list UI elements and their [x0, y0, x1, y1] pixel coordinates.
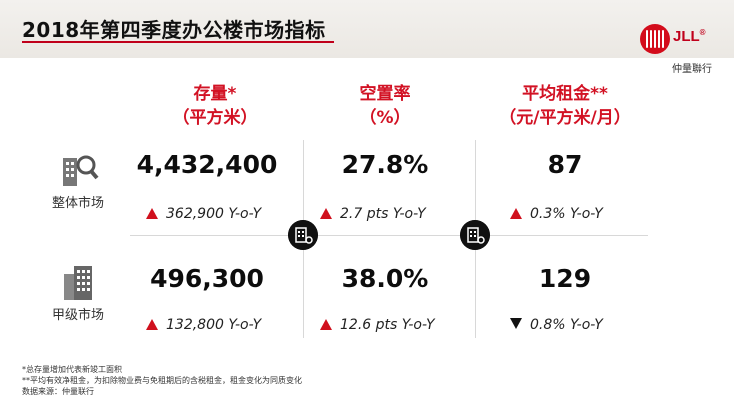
column-header-vacancy-title: 空置率 — [359, 84, 411, 104]
value-grade-a-stock: 496,300 — [150, 264, 264, 293]
footnote-source: 数据来源：仲量联行 — [22, 387, 94, 396]
row-label-grade-a: 甲级市场 — [52, 308, 105, 323]
up-arrow-icon — [146, 208, 158, 219]
column-header-stock: 存量* （平方米） — [130, 82, 300, 130]
change-grade-a-vacancy: 12.6 pts Y-o-Y — [320, 317, 435, 333]
row-label-overall: 整体市场 — [52, 196, 105, 211]
value-grade-a-vacancy: 38.0% — [341, 264, 429, 293]
value-overall-stock: 4,432,400 — [136, 150, 278, 179]
building-gear-icon — [460, 220, 490, 250]
column-header-vacancy: 空置率 （%） — [300, 82, 470, 130]
column-header-rent: 平均租金** （元/平方米/月） — [480, 82, 650, 130]
change-overall-stock: 362,900 Y-o-Y — [146, 206, 261, 222]
title-underline — [22, 41, 334, 43]
up-arrow-icon — [320, 208, 332, 219]
footnote-stock: *总存量增加代表新竣工面积 — [22, 365, 122, 374]
building-gear-icon — [288, 220, 318, 250]
grid-divider — [130, 235, 290, 236]
down-arrow-icon — [510, 318, 522, 329]
grid-divider — [318, 235, 462, 236]
jll-logo: JLL® 仲量聯行 — [640, 24, 720, 76]
grid-divider — [303, 250, 304, 338]
grid-divider — [475, 250, 476, 338]
office-tower-icon — [64, 266, 92, 300]
jll-logo-text: JLL® — [673, 28, 706, 45]
up-arrow-icon — [320, 319, 332, 330]
column-header-stock-title: 存量* — [193, 84, 237, 104]
up-arrow-icon — [146, 319, 158, 330]
column-header-rent-title: 平均租金** — [522, 84, 608, 104]
jll-logo-mark-icon — [640, 24, 670, 54]
column-header-stock-unit: （平方米） — [172, 108, 258, 128]
grid-divider — [303, 140, 304, 220]
change-grade-a-rent: 0.8% Y-o-Y — [510, 317, 603, 333]
change-grade-a-stock: 132,800 Y-o-Y — [146, 317, 261, 333]
column-header-rent-unit: （元/平方米/月） — [499, 108, 631, 128]
change-overall-vacancy: 2.7 pts Y-o-Y — [320, 206, 426, 222]
change-overall-rent: 0.3% Y-o-Y — [510, 206, 603, 222]
column-header-vacancy-unit: （%） — [359, 108, 411, 128]
value-overall-vacancy: 27.8% — [341, 150, 429, 179]
up-arrow-icon — [510, 208, 522, 219]
grid-divider — [490, 235, 648, 236]
page-title: 2018年第四季度办公楼市场指标 — [22, 18, 326, 42]
value-overall-rent: 87 — [547, 150, 583, 179]
value-grade-a-rent: 129 — [538, 264, 592, 293]
title-banner — [0, 0, 734, 58]
building-search-icon — [63, 155, 99, 186]
footnote-rent: **平均有效净租金，为扣除物业费与免租期后的含税租金，租金变化为同质变化 — [22, 376, 302, 385]
grid-divider — [475, 140, 476, 220]
jll-logo-subtitle: 仲量聯行 — [672, 64, 712, 75]
